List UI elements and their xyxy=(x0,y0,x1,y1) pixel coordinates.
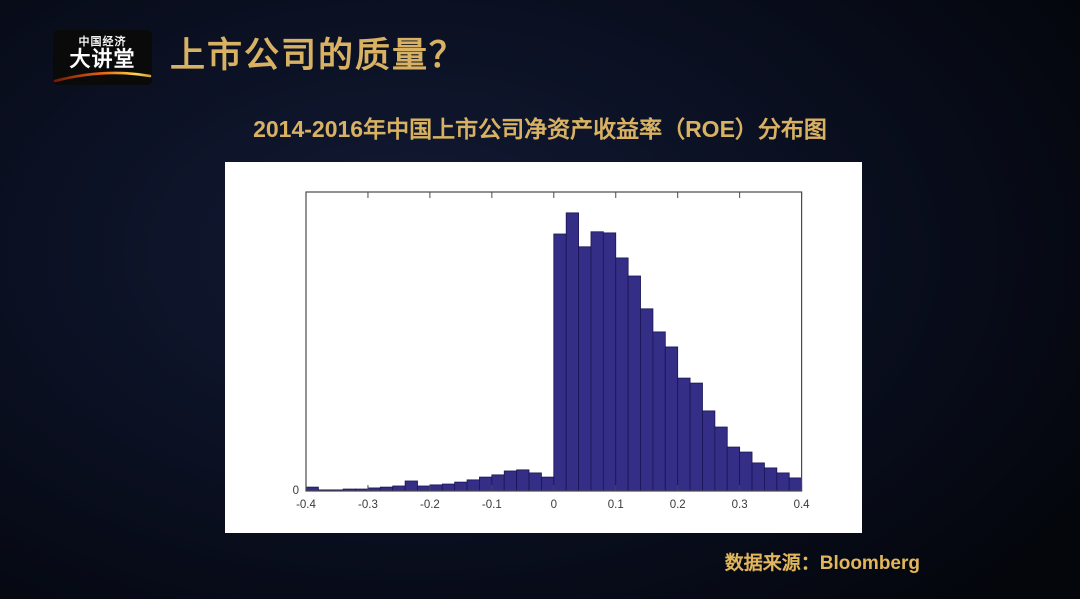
logo-arc-icon xyxy=(53,71,152,83)
histogram-bar xyxy=(541,476,555,492)
histogram-bar xyxy=(627,275,641,492)
x-tick-label: 0.1 xyxy=(608,499,624,511)
histogram-bar xyxy=(417,485,431,492)
histogram-bar xyxy=(441,483,456,492)
histogram-bar xyxy=(466,479,480,492)
x-tick-label: 0.3 xyxy=(732,499,748,511)
histogram-bar xyxy=(751,462,765,492)
histogram-bar xyxy=(516,469,530,492)
x-tick-label: -0.3 xyxy=(358,499,378,511)
histogram-bar xyxy=(689,382,703,492)
histogram-bar xyxy=(788,477,803,492)
histogram-bar xyxy=(404,480,418,492)
source-credit: 数据来源：Bloomberg xyxy=(724,553,920,574)
histogram-bar xyxy=(714,426,728,492)
chart-subtitle: 2014-2016年中国上市公司净资产收益率（ROE）分布图 xyxy=(253,116,827,142)
logo-text-line2: 大讲堂 xyxy=(69,48,136,71)
histogram-bar xyxy=(664,346,679,492)
histogram-bar xyxy=(652,331,666,492)
histogram-bar xyxy=(677,377,691,492)
histogram-bar xyxy=(429,484,443,492)
histogram-bar xyxy=(776,472,790,492)
histogram-bar xyxy=(553,233,567,492)
histogram-bar xyxy=(602,232,617,492)
x-tick-label: 0.4 xyxy=(794,499,811,511)
histogram-bar xyxy=(491,474,505,492)
histogram-bar xyxy=(739,451,753,492)
chart-panel: -0.4 -0.3 -0.2 -0.1 0 0.1 0.2 0.3 0.4 0 xyxy=(225,162,862,533)
histogram-bar xyxy=(503,470,518,492)
histogram-bar xyxy=(392,485,406,492)
page-title: 上市公司的质量？ xyxy=(170,36,467,75)
histogram-bar xyxy=(764,467,778,492)
histogram-bar xyxy=(479,476,493,492)
histogram-bar xyxy=(454,481,468,492)
x-tick-label: 0.2 xyxy=(670,499,686,511)
histogram-bar xyxy=(702,410,716,492)
x-tick-label: -0.1 xyxy=(482,499,502,511)
roe-histogram: -0.4 -0.3 -0.2 -0.1 0 0.1 0.2 0.3 0.4 0 xyxy=(293,191,811,511)
logo-text-line1: 中国经济 xyxy=(78,36,127,48)
histogram-bar xyxy=(590,231,604,492)
histogram-bar xyxy=(640,308,654,492)
histogram-bar xyxy=(528,472,542,492)
x-tick-label: -0.4 xyxy=(296,499,316,511)
y-tick-label: 0 xyxy=(293,485,299,497)
histogram-bar xyxy=(565,212,579,492)
histogram-bar xyxy=(578,246,592,492)
x-tick-label: -0.2 xyxy=(420,499,440,511)
histogram-bar xyxy=(615,257,629,492)
x-tick-label: 0 xyxy=(551,499,557,511)
logo: 中国经济 大讲堂 xyxy=(53,30,152,85)
histogram-bar xyxy=(726,446,741,492)
